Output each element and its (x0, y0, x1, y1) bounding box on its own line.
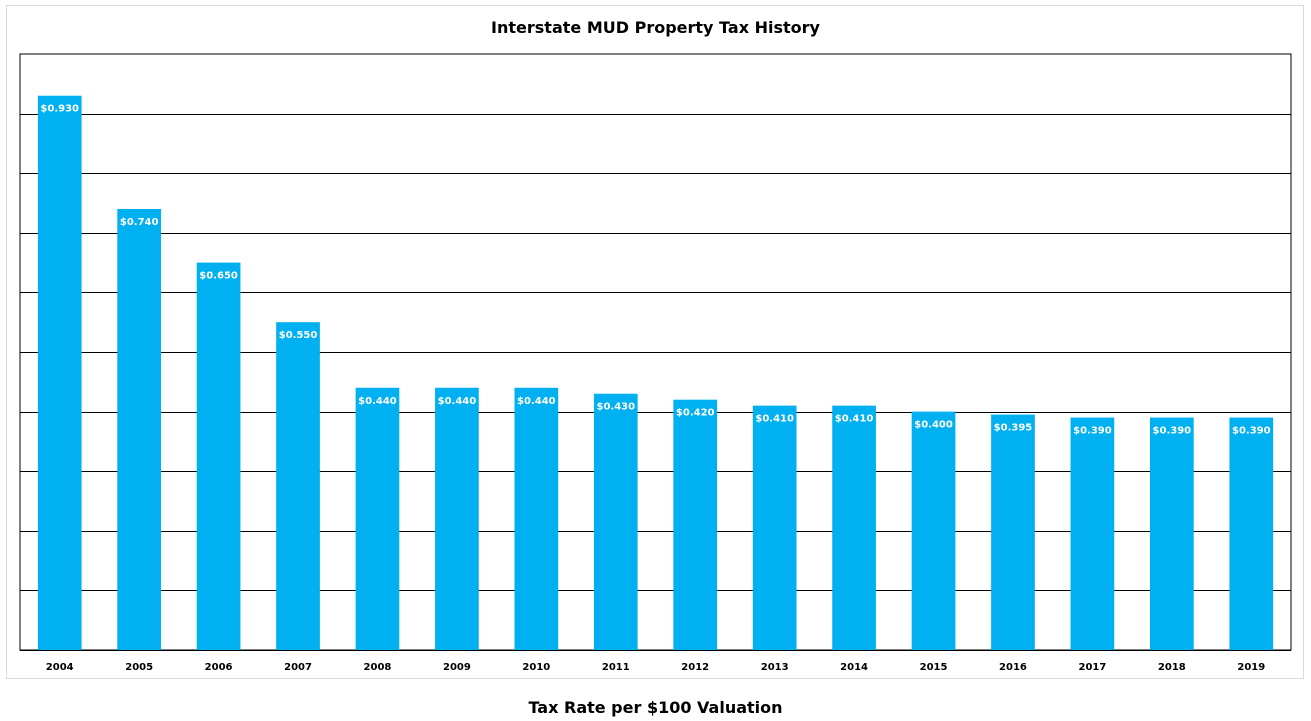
bar (752, 405, 797, 650)
bar (514, 387, 559, 650)
bar (196, 262, 241, 650)
x-tick-label: 2008 (364, 662, 392, 673)
x-tick-label: 2006 (205, 662, 233, 673)
data-label: $0.440 (438, 396, 477, 407)
bar (276, 322, 320, 650)
x-tick-label: 2007 (284, 662, 312, 673)
data-label: $0.395 (994, 423, 1033, 434)
x-tick-label: 2005 (125, 662, 153, 673)
data-label: $0.650 (199, 271, 238, 282)
bar (1149, 417, 1194, 650)
x-tick-label: 2013 (761, 662, 789, 673)
chart-title: Interstate MUD Property Tax History (491, 18, 820, 37)
x-tick-label: 2011 (602, 662, 630, 673)
data-label: $0.550 (279, 330, 318, 341)
bar (991, 414, 1035, 650)
data-label: $0.390 (1073, 426, 1112, 437)
x-tick-label: 2009 (443, 662, 471, 673)
data-label: $0.740 (120, 217, 159, 228)
x-tick-label: 2015 (920, 662, 948, 673)
x-tick-label: 2014 (840, 662, 868, 673)
data-label: $0.440 (358, 396, 397, 407)
data-label: $0.400 (914, 420, 953, 431)
x-tick-label: 2016 (999, 662, 1027, 673)
bar (117, 208, 162, 650)
x-tick-label: 2010 (522, 662, 550, 673)
bar (355, 387, 400, 650)
bar (593, 393, 638, 650)
bar (911, 411, 956, 650)
data-label: $0.410 (755, 414, 794, 425)
data-label: $0.440 (517, 396, 556, 407)
x-tick-label: 2004 (46, 662, 74, 673)
x-axis-label: Tax Rate per $100 Valuation (528, 698, 783, 717)
bar (673, 399, 718, 650)
data-label: $0.410 (835, 414, 874, 425)
data-label: $0.430 (596, 402, 635, 413)
x-tick-label: 2019 (1237, 662, 1265, 673)
data-label: $0.390 (1232, 426, 1271, 437)
x-tick-label: 2018 (1158, 662, 1186, 673)
bar (435, 387, 479, 650)
x-tick-label: 2012 (681, 662, 709, 673)
bar (1229, 417, 1274, 650)
data-label: $0.420 (676, 408, 715, 419)
data-label: $0.930 (40, 104, 79, 115)
bar (1070, 417, 1115, 650)
x-tick-label: 2017 (1078, 662, 1106, 673)
bar (37, 95, 82, 651)
bar (832, 405, 876, 650)
data-label: $0.390 (1153, 426, 1192, 437)
